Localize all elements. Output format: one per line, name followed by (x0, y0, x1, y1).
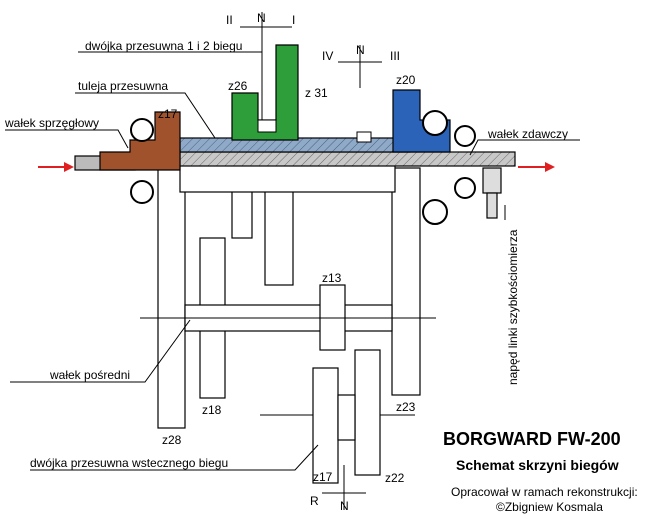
label: I (292, 13, 295, 27)
label: z26 (228, 79, 248, 93)
label: dwójka przesuwna wstecznego biegu (30, 456, 228, 470)
title-block: BORGWARD FW-200 Schemat skrzyni biegów O… (443, 429, 638, 514)
label: N (340, 499, 349, 513)
label: tuleja przesuwna (78, 79, 168, 93)
label: z18 (202, 403, 222, 417)
label: N (356, 43, 365, 57)
label: z22 (385, 471, 405, 485)
label: N (257, 11, 266, 25)
label: z 31 (305, 86, 328, 100)
title: BORGWARD FW-200 (443, 429, 621, 449)
label: R (310, 494, 319, 508)
label: IV (322, 49, 333, 63)
label: z28 (162, 433, 182, 447)
label: z23 (396, 400, 416, 414)
labels: II N I dwójka przesuwna 1 i 2 biegu IV N… (4, 11, 568, 513)
label: napęd linki szybkościomierza (506, 229, 520, 385)
label: wałek zdawczy (487, 127, 568, 141)
drawing (5, 12, 580, 510)
credit: Opracował w ramach rekonstrukcji: (451, 485, 638, 499)
subtitle: Schemat skrzyni biegów (456, 457, 619, 473)
label: III (390, 49, 400, 63)
label: dwójka przesuwna 1 i 2 biegu (85, 39, 242, 53)
label: II (226, 13, 233, 27)
label: wałek pośredni (49, 368, 130, 382)
label: wałek sprzęgłowy (4, 116, 99, 130)
label: z13 (322, 271, 342, 285)
label: z17 (158, 107, 178, 121)
label: z20 (396, 73, 416, 87)
label: z17 (313, 470, 333, 484)
author: ©Zbigniew Kosmala (496, 500, 603, 514)
